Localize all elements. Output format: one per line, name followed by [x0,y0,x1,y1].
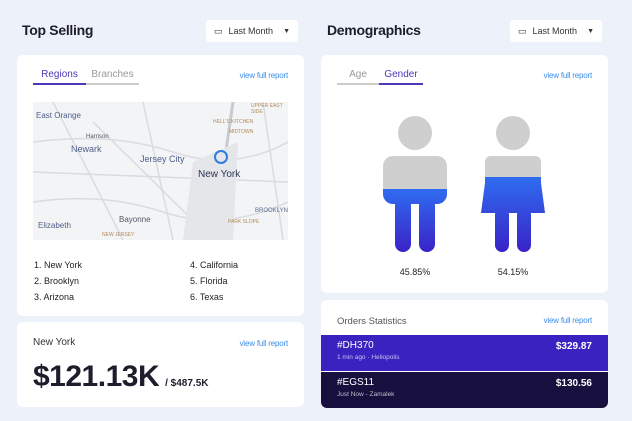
male-percentage: 45.85% [399,267,431,277]
map-label: HELL'S KITCHEN [213,119,254,125]
female-percentage: 54.15% [497,267,529,277]
demographics-period-dropdown[interactable]: ▭ Last Month ▼ [510,20,602,42]
regions-list-col2: 4. California 5. Florida 6. Texas [190,257,238,305]
male-figure-icon [383,116,447,252]
top-selling-card: Regions Branches view full report East O… [17,55,304,316]
calendar-icon: ▭ [518,25,527,36]
city-name: New York [33,337,76,348]
region-item: 5. Florida [190,276,228,286]
map-label: Newark [71,144,102,154]
map-roads [33,102,288,240]
region-item: 4. California [190,260,239,270]
map-label: East Orange [36,111,81,120]
calendar-icon: ▭ [214,25,223,36]
dropdown-value: Last Month [532,26,578,36]
orders-title: Orders Statistics [337,316,407,327]
region-item: 2. Brooklyn [34,276,80,286]
view-full-report-link[interactable]: view full report [543,71,593,80]
map-label: NEW JERSEY [102,232,135,238]
order-row[interactable]: #EGS11 Just Now - Zamalek $130.56 [321,372,608,408]
caret-down-icon: ▼ [283,27,290,35]
top-selling-title: Top Selling [22,22,94,38]
tab-gender[interactable]: Gender [379,69,423,85]
map-label: New York [198,169,241,180]
demographics-card: Age Gender view full report 45.85% 54.15… [321,55,608,293]
sales-target: / $487.5K [165,378,209,389]
map-label: UPPER EAST SIDE [251,103,283,115]
order-meta: 1 min ago · Heliopolis [337,354,400,361]
map-label: BROOKLYN [255,208,288,214]
regions-map[interactable]: East Orange Harrison Newark Jersey City … [33,102,288,240]
regions-list-col1: 1. New York 2. Brooklyn 3. Arizona [34,257,82,305]
map-label: Bayonne [119,215,151,224]
order-meta: Just Now - Zamalek [337,391,395,398]
tab-age[interactable]: Age [337,69,379,85]
caret-down-icon: ▼ [587,27,594,35]
location-marker-icon[interactable] [214,150,228,164]
region-item: 3. Arizona [34,292,75,302]
order-amount: $130.56 [555,378,592,389]
map-label: Harrison [86,134,109,140]
tab-regions[interactable]: Regions [33,69,86,85]
map-label: PARK SLOPE [228,219,260,225]
female-figure-icon [481,116,545,252]
order-amount: $329.87 [555,341,592,352]
region-item: 1. New York [34,260,83,270]
sales-amount: $121.13K [33,360,160,393]
order-row[interactable]: #DH370 1 min ago · Heliopolis $329.87 [321,335,608,371]
top-selling-period-dropdown[interactable]: ▭ Last Month ▼ [206,20,298,42]
city-sales-card: New York view full report $121.13K / $48… [17,322,304,407]
order-id: #DH370 [337,340,374,351]
sales-value: $121.13K / $487.5K [33,360,208,394]
view-full-report-link[interactable]: view full report [239,339,289,348]
dropdown-value: Last Month [228,26,274,36]
map-label: Jersey City [140,154,185,164]
map-label: MIDTOWN [229,129,254,135]
order-id: #EGS11 [337,377,375,388]
demographics-title: Demographics [327,22,421,38]
region-item: 6. Texas [190,292,224,302]
tab-branches[interactable]: Branches [86,69,139,85]
view-full-report-link[interactable]: view full report [543,316,593,325]
view-full-report-link[interactable]: view full report [239,71,289,80]
map-label: Elizabeth [38,221,71,230]
